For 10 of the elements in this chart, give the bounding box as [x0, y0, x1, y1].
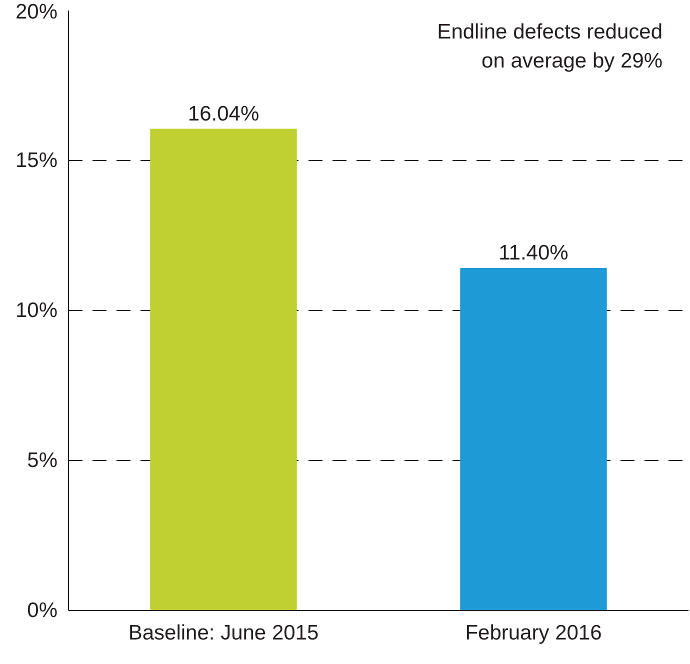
- y-tick-label: 15%: [15, 149, 58, 172]
- y-tick-label: 0%: [27, 599, 58, 622]
- x-tick-label: Baseline: June 2015: [128, 622, 319, 644]
- y-tick-label: 5%: [27, 449, 58, 472]
- data-label: 16.04%: [188, 102, 260, 126]
- annotation: Endline defects reduced on average by 29%: [437, 20, 663, 72]
- data-label: 11.40%: [498, 242, 568, 264]
- y-tick-label: 20%: [15, 0, 58, 24]
- x-tick-label: February 2016: [465, 622, 602, 644]
- y-tick-label: 10%: [15, 299, 58, 322]
